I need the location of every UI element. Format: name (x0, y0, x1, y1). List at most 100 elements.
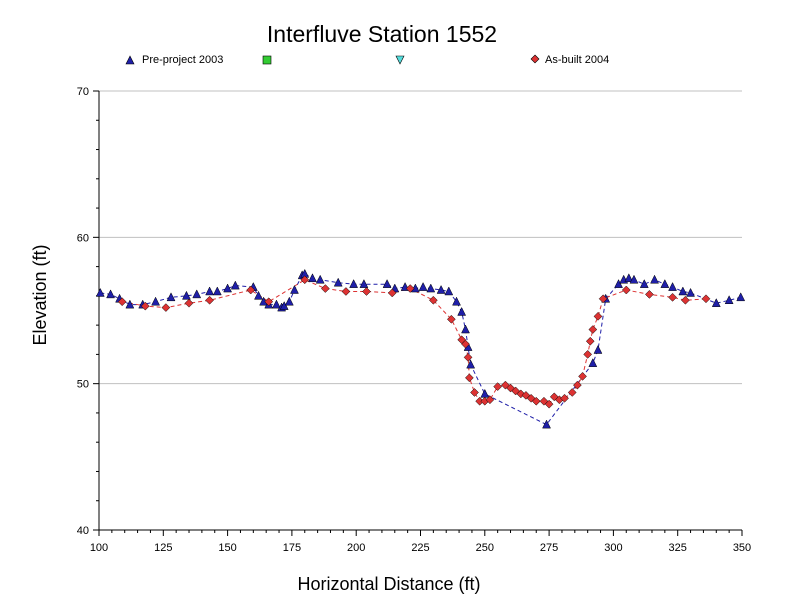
data-point-as-built-2004 (578, 371, 587, 381)
data-point-pre-project-2003 (686, 287, 695, 297)
data-point-as-built-2004 (161, 303, 171, 312)
data-point-as-built-2004 (593, 311, 603, 321)
data-point-pre-project-2003 (480, 388, 490, 398)
x-axis-label: Horizontal Distance (ft) (297, 574, 480, 594)
data-point-as-built-2004 (405, 284, 415, 293)
data-point-pre-project-2003 (95, 287, 105, 297)
data-point-as-built-2004 (246, 285, 256, 295)
data-point-pre-project-2003 (125, 299, 135, 309)
axes (93, 90, 743, 536)
data-point-as-built-2004 (117, 297, 127, 307)
data-point-as-built-2004 (621, 285, 631, 295)
gridlines (99, 90, 742, 385)
data-point-pre-project-2003 (308, 273, 317, 283)
y-tick-label: 40 (77, 525, 89, 537)
data-point-as-built-2004 (140, 301, 150, 311)
legend-marker-triangle-down (395, 55, 405, 65)
data-point-as-built-2004 (701, 294, 711, 304)
data-point-pre-project-2003 (359, 279, 369, 288)
x-tick-label: 175 (283, 542, 301, 554)
data-point-pre-project-2003 (614, 279, 623, 288)
data-point-pre-project-2003 (106, 289, 115, 299)
legend-item-as-built: As-built 2004 (530, 54, 609, 66)
x-tick-label: 325 (669, 542, 687, 554)
data-point-pre-project-2003 (466, 359, 476, 369)
data-point-as-built-2004 (668, 292, 677, 302)
data-point-pre-project-2003 (724, 295, 734, 305)
data-point-as-built-2004 (560, 393, 569, 403)
data-point-pre-project-2003 (711, 298, 721, 307)
data-point-as-built-2004 (567, 388, 577, 397)
x-tick-label: 275 (540, 542, 558, 554)
y-axis-label: Elevation (ft) (30, 244, 50, 345)
data-point-pre-project-2003 (444, 286, 454, 296)
data-point-pre-project-2003 (349, 279, 359, 288)
data-point-pre-project-2003 (166, 292, 176, 302)
data-point-pre-project-2003 (182, 290, 191, 300)
data-point-as-built-2004 (681, 295, 690, 305)
x-tick-label: 200 (347, 542, 365, 554)
chart-title: Interfluve Station 1552 (267, 21, 497, 47)
data-point-as-built-2004 (387, 288, 397, 298)
tick-labels: 100 125 150 175 200 225 250 275 300 325 350 40 50 60 7… (77, 86, 751, 554)
data-point-as-built-2004 (341, 287, 351, 296)
data-point-as-built-2004 (588, 325, 598, 334)
data-point-pre-project-2003 (461, 324, 470, 334)
data-point-as-built-2004 (598, 294, 608, 304)
data-point-pre-project-2003 (629, 274, 639, 284)
data-point-as-built-2004 (461, 339, 470, 349)
data-point-pre-project-2003 (382, 279, 392, 288)
data-point-as-built-2004 (264, 297, 274, 307)
data-point-as-built-2004 (585, 336, 595, 346)
x-tick-label: 125 (154, 542, 172, 554)
data-point-pre-project-2003 (272, 299, 281, 309)
data-point-as-built-2004 (583, 350, 593, 359)
data-point-pre-project-2003 (205, 286, 215, 296)
data-point-pre-project-2003 (593, 344, 603, 354)
data-point-pre-project-2003 (588, 358, 598, 367)
data-point-pre-project-2003 (230, 280, 240, 290)
data-point-as-built-2004 (573, 380, 582, 390)
data-point-pre-project-2003 (452, 296, 461, 306)
legend-label-pre-project: Pre-project 2003 (142, 54, 223, 66)
legend-item-square (262, 55, 272, 65)
x-tick-label: 250 (476, 542, 494, 554)
data-point-pre-project-2003 (223, 283, 233, 293)
y-tick-label: 70 (77, 86, 89, 98)
data-point-pre-project-2003 (333, 277, 343, 287)
legend-marker-diamond (530, 54, 540, 64)
data-point-pre-project-2003 (436, 284, 446, 294)
data-point-as-built-2004 (447, 314, 456, 324)
legend-label-as-built: As-built 2004 (545, 54, 609, 66)
data-point-pre-project-2003 (650, 274, 659, 284)
data-point-as-built-2004 (320, 284, 330, 293)
data-point-as-built-2004 (465, 373, 474, 383)
series-points (95, 268, 746, 429)
data-point-as-built-2004 (485, 395, 495, 405)
data-point-as-built-2004 (645, 290, 654, 299)
data-point-as-built-2004 (362, 287, 371, 296)
data-point-pre-project-2003 (426, 283, 436, 293)
data-point-pre-project-2003 (624, 273, 634, 283)
data-point-pre-project-2003 (279, 301, 289, 310)
data-point-as-built-2004 (463, 352, 473, 362)
data-point-as-built-2004 (470, 388, 479, 397)
data-point-pre-project-2003 (290, 284, 299, 294)
legend-item-triangle-down (395, 55, 405, 65)
data-point-pre-project-2003 (284, 296, 294, 306)
data-point-pre-project-2003 (457, 306, 467, 316)
x-tick-label: 150 (218, 542, 236, 554)
x-tick-label: 100 (90, 542, 108, 554)
legend: Pre-project 2003 As-built 2004 (125, 54, 609, 66)
data-point-as-built-2004 (531, 396, 541, 406)
data-point-as-built-2004 (506, 383, 515, 393)
y-tick-label: 60 (77, 232, 89, 244)
data-point-pre-project-2003 (315, 274, 325, 284)
data-point-pre-project-2003 (678, 286, 688, 296)
data-point-pre-project-2003 (668, 282, 677, 291)
data-point-as-built-2004 (429, 295, 438, 305)
data-point-as-built-2004 (300, 275, 310, 285)
x-tick-label: 350 (733, 542, 751, 554)
data-point-as-built-2004 (205, 295, 214, 305)
data-point-pre-project-2003 (542, 419, 551, 429)
